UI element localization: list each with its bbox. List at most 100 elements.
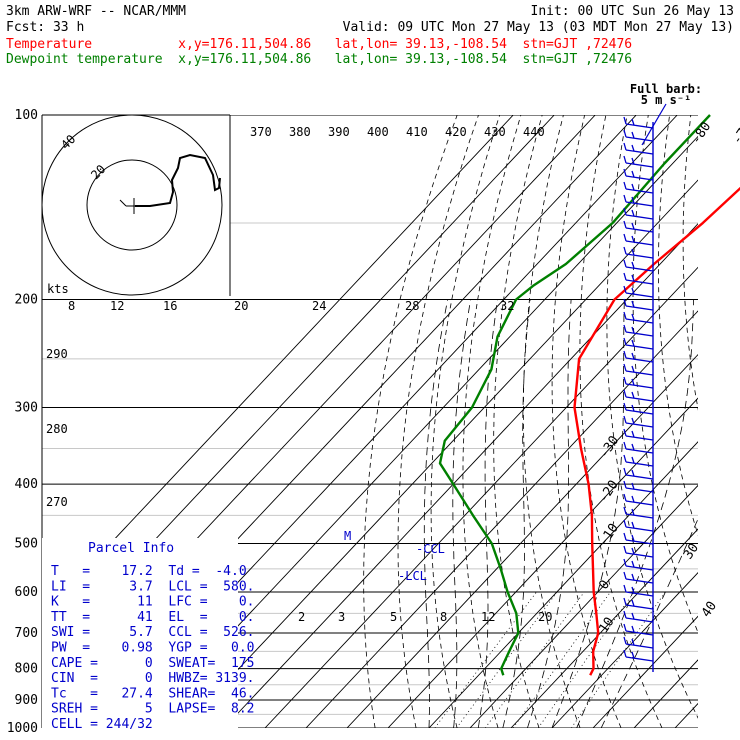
wind-barb: [623, 324, 654, 337]
parcel-info-bg: [42, 538, 238, 728]
isotherm-line: [305, 310, 698, 728]
isotherm-label: -20: [596, 478, 622, 506]
model-title: 3km ARW-WRF -- NCAR/MMM: [6, 4, 186, 19]
wind-barb: [623, 545, 654, 558]
wind-barb: [623, 415, 654, 428]
full-barb-value: 5 m s⁻¹: [641, 93, 692, 107]
parcel-info-row: Tc = 27.4 SHEAR= 46.: [51, 686, 255, 701]
theta-label: 390: [328, 125, 350, 139]
legend-barb: [641, 103, 667, 146]
dewpoint-legend: Dewpoint temperature x,y=176.11,504.86 l…: [6, 52, 632, 67]
right-temp-label: 40: [699, 599, 720, 620]
wind-barb: [623, 194, 654, 207]
wind-barb: [623, 337, 654, 350]
mixing-ratio-label: 8: [440, 610, 447, 624]
moist-adiabat: [477, 299, 498, 728]
isotherm-line: [674, 702, 698, 728]
mixing-ratio-line: [484, 591, 585, 728]
dry-adiabat: [657, 115, 698, 537]
pressure-tick-label: 900: [15, 693, 38, 708]
temperature-legend: Temperature x,y=176.11,504.86 lat,lon= 3…: [6, 37, 632, 52]
mixing-ratio-label: 3: [338, 610, 345, 624]
wind-barb: [623, 623, 654, 636]
isotherm-line: [592, 615, 698, 728]
wind-barb: [623, 467, 654, 480]
pressure-tick-label: 800: [15, 662, 38, 677]
wind-barb: [623, 402, 654, 415]
parcel-info-row: K = 11 LFC = 0.: [51, 595, 255, 610]
theta-label: 440: [523, 125, 545, 139]
dewpoint-line: [438, 114, 711, 676]
moist-adiabat: [551, 299, 625, 728]
isotherm-line: [346, 353, 698, 728]
wind-barb: [623, 233, 654, 246]
theta-e-label: 8: [68, 299, 75, 313]
wind-barb: [623, 493, 654, 506]
left-theta-label: 290: [46, 347, 68, 361]
wind-barb: [623, 571, 654, 584]
theta-label: 420: [445, 125, 467, 139]
init-time: Init: 00 UTC Sun 26 May 13: [531, 4, 735, 19]
isotherm-line: [510, 528, 698, 728]
isotherm-line: [264, 266, 698, 728]
wind-barb: [623, 272, 654, 285]
sounding-series: -CCL -LCL M: [344, 114, 740, 676]
dry-adiabat: [707, 115, 740, 728]
isotherm-line: [42, 115, 514, 617]
lcl-marker: -LCL: [398, 569, 427, 583]
isotherm-label: -70: [730, 120, 740, 148]
wind-barb: [623, 181, 654, 194]
isotherm-line: [141, 135, 698, 728]
theta-label: 400: [367, 125, 389, 139]
pressure-tick-label: 500: [15, 536, 38, 551]
wind-barb: [623, 246, 654, 259]
right-temp-label: 30: [681, 541, 702, 562]
parcel-info-row: TT = 41 EL = 0.: [51, 610, 255, 625]
parcel-info-row: SWI = 5.7 CCL = 526.: [51, 625, 255, 640]
wind-barb: [623, 298, 654, 311]
parcel-info-row: SREH = 5 LAPSE= 8.2: [51, 702, 255, 717]
mixing-ratio-label: 20: [538, 610, 552, 624]
wind-barb: [623, 519, 654, 532]
temperature-line: [573, 186, 740, 676]
moist-adiabat: [600, 517, 698, 728]
dry-adiabat: [462, 115, 522, 728]
dry-adiabat: [493, 115, 543, 728]
wind-barb: [623, 142, 654, 155]
wind-barbs: [623, 103, 667, 672]
pressure-tick-label: 700: [15, 626, 38, 641]
moist-adiabat: [452, 299, 472, 728]
parcel-info-row: CAPE = 0 SWEAT= 175: [51, 656, 255, 671]
valid-time: Valid: 09 UTC Mon 27 May 13 (03 MDT Mon …: [343, 20, 734, 35]
wind-barb: [623, 350, 654, 363]
theta-label: 430: [484, 125, 506, 139]
wind-barb: [623, 532, 654, 545]
theta-e-label: 16: [163, 299, 177, 313]
forecast-hour: Fcst: 33 h: [6, 20, 84, 35]
dry-adiabat: [551, 115, 622, 728]
wind-barb: [623, 389, 654, 402]
parcel-info-row: CIN = 0 HWBZ= 3139.: [51, 671, 255, 686]
parcel-info-row: LI = 3.7 LCL = 580.: [51, 579, 255, 594]
wind-barb: [623, 597, 654, 610]
m-marker: M: [344, 529, 351, 543]
wind-barb: [623, 311, 654, 324]
parcel-info-box: Parcel Info T = 17.2 Td = -4.0LI = 3.7 LC…: [42, 538, 255, 732]
hodograph-trace: [135, 153, 221, 207]
wind-barb: [623, 636, 654, 649]
theta-label: 410: [406, 125, 428, 139]
mixing-ratio-label: 12: [481, 610, 495, 624]
dry-adiabat: [682, 115, 698, 411]
wind-barb: [623, 363, 654, 376]
pressure-tick-label: 600: [15, 585, 38, 600]
mixing-ratio-line: [571, 591, 666, 728]
wind-barb: [623, 155, 654, 168]
isotherm-line: [428, 441, 698, 728]
parcel-info-row: CELL = 244/32: [51, 717, 153, 732]
dry-adiabat: [606, 115, 698, 719]
dry-adiabat: [523, 115, 581, 728]
parcel-info-row: PW = 0.98 YGP = 0.0: [51, 641, 255, 656]
isotherm-line: [469, 484, 698, 728]
ccl-marker: -CCL: [416, 542, 445, 556]
